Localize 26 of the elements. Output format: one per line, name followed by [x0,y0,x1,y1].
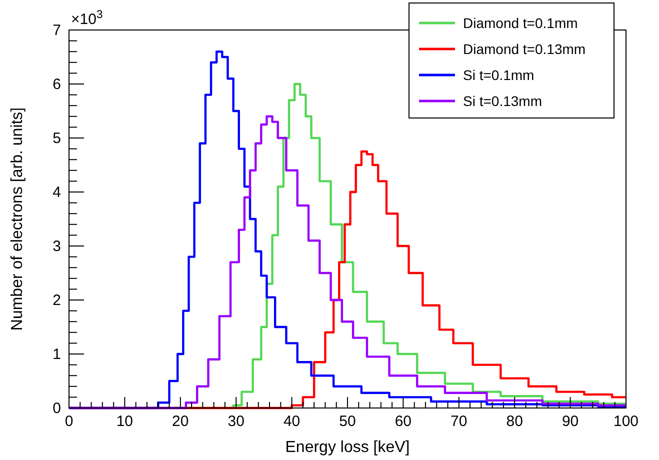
legend-label: Si t=0.1mm [463,67,534,83]
x-tick-label: 60 [394,413,412,430]
legend-label: Diamond t=0.1mm [463,15,578,31]
x-tick-label: 50 [339,413,356,430]
legend-label: Si t=0.13mm [463,93,542,109]
x-tick-label: 40 [283,413,300,430]
y-tick-label: 6 [52,76,61,93]
x-tick-label: 100 [613,413,639,430]
x-tick-label: 80 [506,413,523,430]
y-tick-label: 5 [52,130,61,147]
x-tick-label: 10 [116,413,134,430]
y-tick-label: 3 [52,238,61,255]
y-tick-label: 7 [52,22,61,39]
x-tick-label: 90 [562,413,579,430]
x-axis-title: Energy loss [keV] [285,439,410,456]
y-tick-label: 0 [52,400,61,417]
y-tick-label: 1 [52,346,61,363]
x-tick-label: 20 [172,413,189,430]
x-tick-label: 0 [64,413,74,430]
x-tick-label: 70 [450,413,468,430]
legend-label: Diamond t=0.13mm [463,41,586,57]
text: ×10$^{3}$ [71,9,103,28]
y-axis-title: Number of electrons [arb. units] [9,107,26,331]
y-tick-label: 2 [52,292,61,309]
y-tick-label: 4 [52,184,61,201]
x-tick-label: 30 [228,413,244,430]
